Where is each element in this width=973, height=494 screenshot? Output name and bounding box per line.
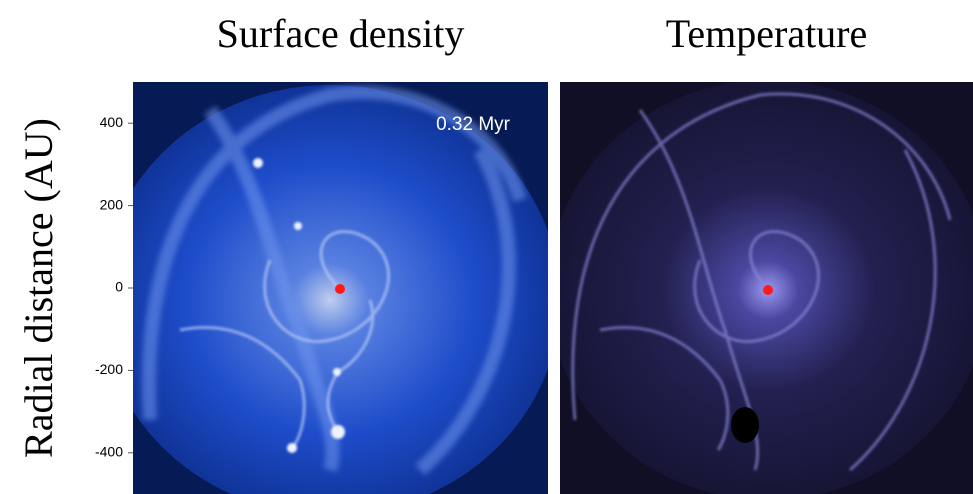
panel-title: Surface density (217, 11, 465, 56)
y-tick-label: 200 (100, 196, 124, 212)
figure: Surface density 0.32 Myr Radial distance (… (0, 0, 973, 494)
y-tick-label: -200 (95, 361, 123, 377)
density-panel (100, 82, 560, 494)
time-annotation: 0.32 Myr (436, 114, 511, 135)
y-tick-label: 0 (115, 279, 123, 295)
y-tick-label: 400 (100, 114, 124, 130)
temperature-panel (548, 80, 973, 494)
y-axis-label: Radial distance (AU) (16, 118, 61, 458)
y-tick-label: -400 (95, 444, 123, 460)
panel-title: Temperature (666, 11, 868, 56)
